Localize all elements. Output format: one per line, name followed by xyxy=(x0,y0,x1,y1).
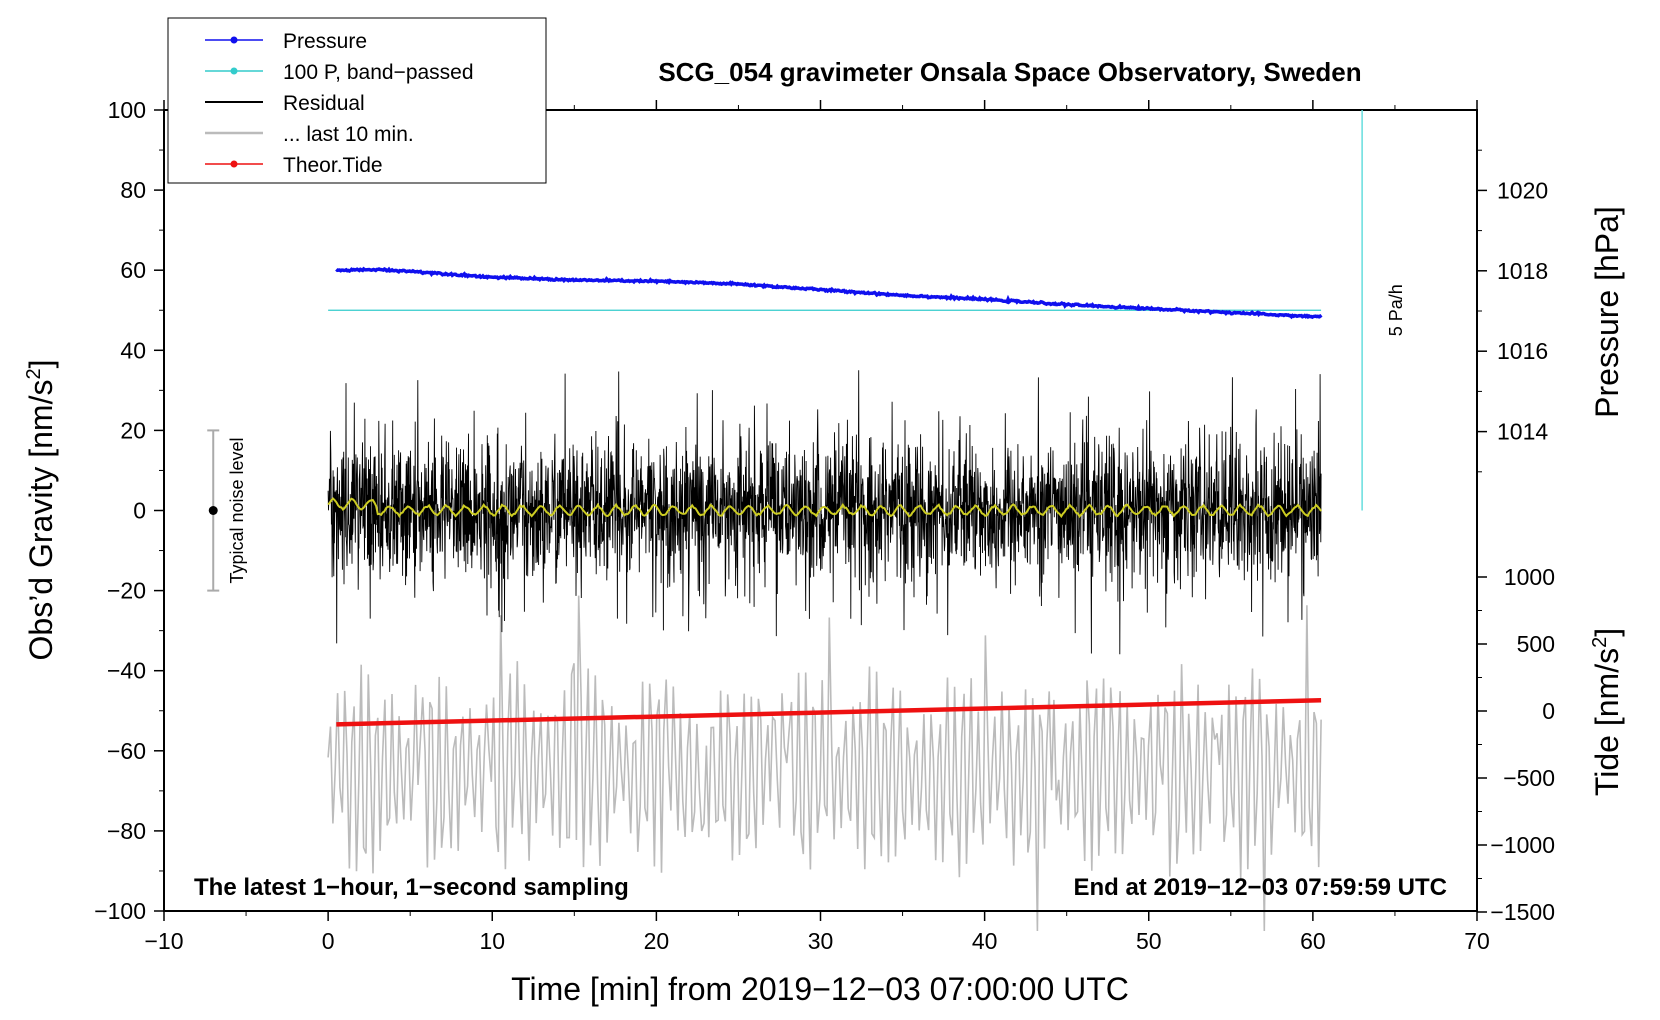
series-theor-tide xyxy=(336,698,1322,727)
noise-label: Typical noise level xyxy=(227,437,247,583)
legend-entry-tide: Theor.Tide xyxy=(205,154,383,177)
series-layer xyxy=(327,266,1323,932)
end-time-note: End at 2019−12−03 07:59:59 UTC xyxy=(1073,874,1447,901)
legend: Pressure 100 P, band−passed Residual ...… xyxy=(167,17,547,184)
y-tick-label: −80 xyxy=(107,818,146,844)
y-tick-label: −60 xyxy=(107,738,146,764)
axes-layer: −10 0 10 20 30 40 50 60 70−100−80−60−40−20020406… xyxy=(94,97,1555,954)
y-tick-label: −20 xyxy=(107,578,146,604)
legend-box xyxy=(167,17,547,184)
x-tick-label: 30 xyxy=(808,928,834,954)
x-tick-label: 60 xyxy=(1300,928,1326,954)
legend-marker-tide xyxy=(230,160,238,168)
y-axis-title-left-sup: 2 xyxy=(23,368,45,379)
x-tick-label: 50 xyxy=(1136,928,1162,954)
x-tick-label: 20 xyxy=(644,928,670,954)
tide-tick-label: 0 xyxy=(1542,698,1555,724)
y-tick-label: 40 xyxy=(120,337,146,363)
pressure-tick-label: 1014 xyxy=(1497,419,1548,445)
y-axis-title-pressure: Pressure [hPa] xyxy=(1589,206,1625,418)
legend-label-residual: Residual xyxy=(283,92,365,115)
y-axis-title-tide-base: Tide [nm/s xyxy=(1589,648,1625,796)
y-axis-title-tide: Tide [nm/s2] xyxy=(1589,628,1625,796)
x-axis-title: Time [min] from 2019−12−03 07:00:00 UTC xyxy=(511,971,1129,1007)
x-tick-label: 70 xyxy=(1464,928,1490,954)
legend-entry-bandpassed: 100 P, band−passed xyxy=(205,61,474,84)
legend-marker-bandpassed xyxy=(230,67,238,75)
pressure-tick-label: 1016 xyxy=(1497,338,1548,364)
series-pressure xyxy=(335,266,1323,320)
x-tick-label: 40 xyxy=(972,928,998,954)
y-axis-title-left-close: ] xyxy=(23,360,59,369)
sampling-note: The latest 1−hour, 1−second sampling xyxy=(194,874,629,901)
x-tick-label: 0 xyxy=(322,928,335,954)
tide-tick-label: −500 xyxy=(1503,765,1555,791)
y-axis-title-left-base: Obs’d Gravity [nm/s xyxy=(23,380,59,661)
legend-label-pressure: Pressure xyxy=(283,30,367,53)
legend-entry-residual: Residual xyxy=(205,92,365,115)
x-tick-label: −10 xyxy=(144,928,183,954)
y-tick-label: 0 xyxy=(133,498,146,524)
legend-label-last10: ... last 10 min. xyxy=(283,123,414,146)
tide-tick-label: 1000 xyxy=(1504,564,1555,590)
tide-tick-label: −1000 xyxy=(1490,832,1555,858)
y-tick-label: −100 xyxy=(94,898,146,924)
tide-tick-label: −1500 xyxy=(1490,899,1555,925)
chart-title: SCG_054 gravimeter Onsala Space Observat… xyxy=(658,57,1361,87)
tide-tick-label: 500 xyxy=(1517,631,1555,657)
legend-label-bandpassed: 100 P, band−passed xyxy=(283,61,474,84)
y-axis-title-left: Obs’d Gravity [nm/s2] xyxy=(23,360,59,661)
y-tick-label: 80 xyxy=(120,177,146,203)
legend-entry-pressure: Pressure xyxy=(205,30,367,53)
y-axis-title-tide-close: ] xyxy=(1589,628,1625,637)
rate-label: 5 Pa/h xyxy=(1386,284,1406,336)
y-tick-label: 60 xyxy=(120,257,146,283)
y-tick-label: 20 xyxy=(120,417,146,443)
series-last-10-min xyxy=(327,595,1322,932)
noise-dot xyxy=(208,506,218,515)
y-axis-title-tide-sup: 2 xyxy=(1589,637,1611,648)
pressure-tick-label: 1018 xyxy=(1497,258,1548,284)
y-tick-label: −40 xyxy=(107,658,146,684)
legend-entry-last10: ... last 10 min. xyxy=(205,123,414,146)
legend-label-tide: Theor.Tide xyxy=(283,154,383,177)
series-residual-smoothed xyxy=(327,497,1322,519)
pressure-tick-label: 1020 xyxy=(1497,177,1548,203)
noise-level-indicator: Typical noise level xyxy=(207,429,247,592)
y-tick-label: 100 xyxy=(108,97,146,123)
rate-indicator: 5 Pa/h xyxy=(1361,110,1406,511)
x-tick-label: 10 xyxy=(479,928,505,954)
legend-marker-pressure xyxy=(230,36,238,44)
